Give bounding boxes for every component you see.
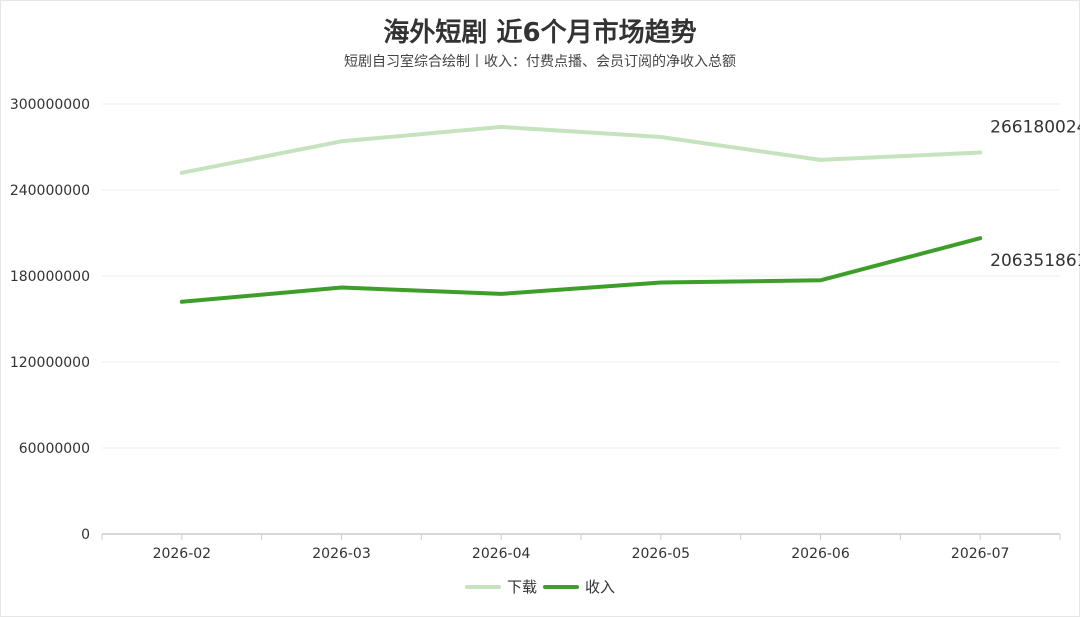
- x-tick-label: 2026-06: [791, 546, 850, 562]
- legend-item-downloads[interactable]: 下载: [464, 576, 537, 597]
- x-tick-label: 2026-02: [153, 546, 212, 562]
- legend-item-revenue[interactable]: 收入: [543, 576, 615, 597]
- y-tick-label: 120000000: [10, 355, 90, 371]
- x-tick-label: 2026-05: [632, 546, 691, 562]
- chart-title: 海外短剧 近6个月市场趋势: [383, 18, 697, 48]
- x-tick-label: 2026-03: [312, 546, 371, 562]
- legend-label-downloads: 下载: [506, 578, 537, 596]
- series-line-0: [179, 124, 983, 175]
- chart-subtitle: 短剧自习室综合绘制丨收入：付费点播、会员订阅的净收入总额: [344, 54, 736, 70]
- y-tick-label: 300000000: [10, 97, 90, 113]
- y-tick-label: 240000000: [10, 183, 90, 199]
- legend-swatch-revenue: [543, 584, 579, 589]
- legend-swatch-downloads: [464, 584, 501, 589]
- x-tick-label: 2026-07: [951, 546, 1010, 562]
- series-end-label-0: 266180024: [990, 117, 1080, 137]
- y-tick-label: 0: [81, 527, 90, 543]
- y-tick-label: 60000000: [19, 441, 90, 457]
- series-end-label-1: 206351861: [990, 251, 1080, 271]
- legend-label-revenue: 收入: [585, 578, 616, 596]
- series-line-1: [179, 236, 983, 304]
- legend: 下载 收入: [0, 576, 1080, 597]
- x-tick-label: 2026-04: [472, 546, 531, 562]
- y-tick-label: 180000000: [10, 269, 90, 285]
